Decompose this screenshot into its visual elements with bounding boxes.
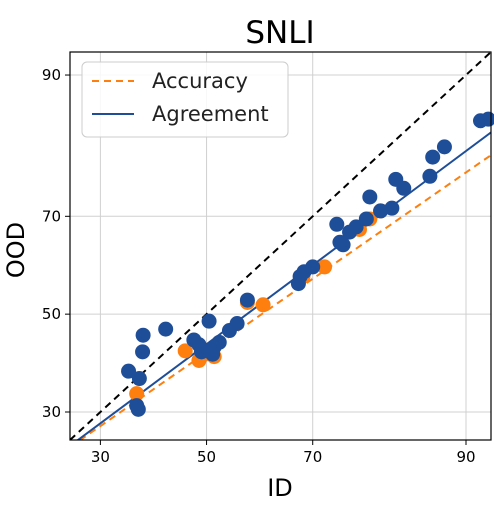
point-agreement [158,321,174,337]
point-accuracy [129,386,145,402]
y-tick-label: 70 [42,207,61,225]
point-agreement [121,363,137,379]
point-agreement [425,149,441,165]
point-agreement [384,200,400,216]
points-agreement [121,111,494,417]
point-agreement [436,139,452,155]
point-accuracy [317,259,333,275]
point-agreement [329,216,345,232]
point-agreement [201,313,217,329]
x-tick-label: 30 [91,448,110,466]
point-accuracy [177,343,193,359]
legend: Accuracy Agreement [81,61,289,138]
point-agreement [135,327,151,343]
point-agreement [131,371,147,387]
x-tick-label: 90 [456,448,475,466]
point-agreement [362,189,378,205]
x-tick-label: 70 [303,448,322,466]
ticks: 30 50 70 90 30 50 70 90 [42,66,476,466]
plot-frame [69,51,492,441]
point-agreement [358,211,374,227]
legend-label-accuracy: Accuracy [152,69,248,93]
chart-title: SNLI [245,15,314,51]
point-agreement [422,168,438,184]
point-agreement [305,259,321,275]
y-tick-label: 30 [42,403,61,421]
x-axis-label: ID [267,474,293,502]
point-agreement [229,316,245,332]
point-agreement [211,334,227,350]
y-axis-label: OOD [2,222,30,278]
point-agreement [335,237,351,253]
point-agreement [135,344,151,360]
y-tick-label: 90 [42,66,61,84]
point-agreement [396,180,412,196]
y-tick-label: 50 [42,305,61,323]
x-tick-label: 50 [197,448,216,466]
point-accuracy [255,297,271,313]
point-agreement [373,203,389,219]
point-agreement [130,401,146,417]
point-agreement [348,219,364,235]
data-points [121,111,494,417]
legend-label-agreement: Agreement [152,102,269,126]
point-agreement [239,292,255,308]
